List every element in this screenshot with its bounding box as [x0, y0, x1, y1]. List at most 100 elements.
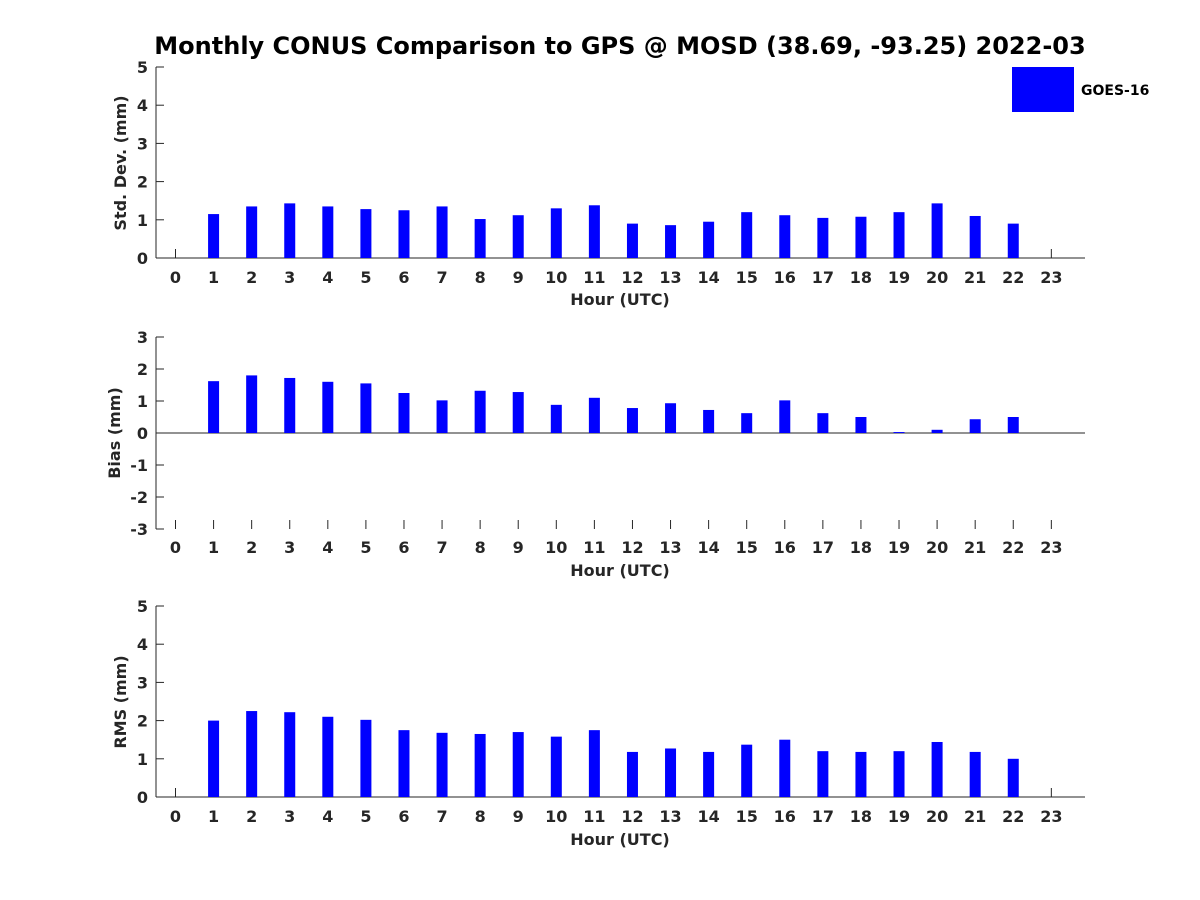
bias-x-tick-label: 20 — [926, 538, 948, 557]
std-dev-bar — [779, 215, 791, 258]
bias-y-axis-label: Bias (mm) — [105, 387, 124, 479]
rms-y-tick-label: 5 — [137, 597, 148, 616]
std-dev-bar — [474, 219, 486, 258]
std-dev-x-tick-label: 9 — [513, 268, 524, 287]
std-dev-bar — [1007, 223, 1019, 258]
rms-bar — [893, 751, 905, 797]
rms-bar — [398, 730, 410, 797]
bias-bar — [626, 408, 638, 433]
std-dev-x-tick-label: 14 — [697, 268, 719, 287]
rms-bar — [474, 733, 486, 797]
std-dev-x-tick-label: 4 — [322, 268, 333, 287]
rms-bar — [208, 720, 220, 797]
bias-x-tick-label: 2 — [246, 538, 257, 557]
bias-y-tick-label: 3 — [137, 328, 148, 347]
bias-bar — [665, 403, 677, 433]
std-dev-x-tick-label: 7 — [436, 268, 447, 287]
bias-x-tick-label: 7 — [436, 538, 447, 557]
rms-x-tick-label: 0 — [170, 807, 181, 826]
rms-y-tick-label: 0 — [137, 788, 148, 807]
std-dev-bar — [703, 221, 715, 258]
rms-x-tick-label: 20 — [926, 807, 948, 826]
bias-bar — [969, 419, 981, 433]
rms-x-tick-label: 21 — [964, 807, 986, 826]
rms-x-tick-label: 9 — [513, 807, 524, 826]
rms-bar — [741, 744, 753, 797]
rms-bar — [588, 730, 600, 797]
std-dev-bar — [398, 210, 410, 258]
std-dev-x-tick-label: 18 — [850, 268, 872, 287]
rms-y-tick-label: 3 — [137, 673, 148, 692]
std-dev-y-tick-label: 0 — [137, 249, 148, 268]
std-dev-bar — [512, 215, 524, 258]
bias-bar — [588, 397, 600, 433]
std-dev-panel: Std. Dev. (mm) Hour (UTC) — [111, 95, 670, 309]
std-dev-y-tick-label: 1 — [137, 211, 148, 230]
bias-bar — [817, 413, 829, 433]
std-dev-y-tick-label: 5 — [137, 58, 148, 77]
chart-title: Monthly CONUS Comparison to GPS @ MOSD (… — [154, 32, 1085, 60]
std-dev-bar — [626, 223, 638, 258]
bias-x-tick-label: 19 — [888, 538, 910, 557]
rms-bar — [855, 751, 867, 797]
std-dev-y-tick-label: 3 — [137, 134, 148, 153]
rms-bar — [703, 751, 715, 797]
std-dev-bar — [284, 203, 296, 258]
rms-x-tick-label: 17 — [812, 807, 834, 826]
std-dev-bar — [246, 206, 258, 258]
std-dev-bar — [436, 206, 448, 258]
rms-x-tick-label: 22 — [1002, 807, 1024, 826]
std-dev-x-tick-label: 6 — [398, 268, 409, 287]
std-dev-bar — [208, 214, 220, 258]
bias-y-tick-label: 0 — [137, 424, 148, 443]
bias-x-axis-label: Hour (UTC) — [570, 561, 670, 580]
bias-x-tick-label: 11 — [583, 538, 605, 557]
std-dev-bar — [741, 212, 753, 258]
rms-bar — [360, 719, 372, 797]
bias-bar — [550, 404, 562, 433]
std-dev-x-tick-label: 22 — [1002, 268, 1024, 287]
std-dev-x-tick-label: 5 — [360, 268, 371, 287]
std-dev-bar — [931, 203, 943, 258]
std-dev-bar — [550, 208, 562, 258]
bias-bar — [360, 383, 372, 433]
std-dev-x-tick-label: 3 — [284, 268, 295, 287]
bias-y-tick-label: -3 — [130, 520, 148, 539]
bias-x-tick-label: 5 — [360, 538, 371, 557]
rms-x-tick-label: 14 — [697, 807, 719, 826]
bias-x-tick-label: 18 — [850, 538, 872, 557]
std-dev-x-tick-label: 17 — [812, 268, 834, 287]
std-dev-bar — [360, 209, 372, 258]
std-dev-bar — [665, 225, 677, 258]
std-dev-x-tick-label: 10 — [545, 268, 567, 287]
std-dev-x-tick-label: 23 — [1040, 268, 1062, 287]
bias-x-tick-label: 8 — [475, 538, 486, 557]
bias-x-tick-label: 9 — [513, 538, 524, 557]
rms-x-tick-label: 13 — [659, 807, 681, 826]
std-dev-x-tick-label: 19 — [888, 268, 910, 287]
rms-x-tick-label: 6 — [398, 807, 409, 826]
legend: GOES-16 — [1012, 67, 1149, 112]
legend-swatch — [1012, 67, 1074, 112]
std-dev-x-tick-label: 16 — [774, 268, 796, 287]
std-dev-bar — [322, 206, 334, 258]
bias-x-tick-label: 17 — [812, 538, 834, 557]
rms-bar — [284, 712, 296, 797]
rms-bar — [550, 736, 562, 797]
bias-panel: Bias (mm) Hour (UTC) — [105, 387, 670, 580]
rms-x-tick-label: 5 — [360, 807, 371, 826]
bias-bar — [284, 377, 296, 433]
bias-bar — [322, 381, 334, 433]
bias-y-tick-label: -1 — [130, 456, 148, 475]
bias-bar — [893, 432, 905, 434]
bias-bar — [855, 417, 867, 433]
bias-bar — [703, 409, 715, 433]
bias-x-tick-label: 15 — [736, 538, 758, 557]
bias-bar — [741, 413, 753, 433]
rms-x-tick-label: 23 — [1040, 807, 1062, 826]
rms-x-tick-label: 16 — [774, 807, 796, 826]
rms-y-tick-label: 4 — [137, 635, 148, 654]
rms-bar — [512, 732, 524, 797]
std-dev-x-tick-label: 8 — [475, 268, 486, 287]
